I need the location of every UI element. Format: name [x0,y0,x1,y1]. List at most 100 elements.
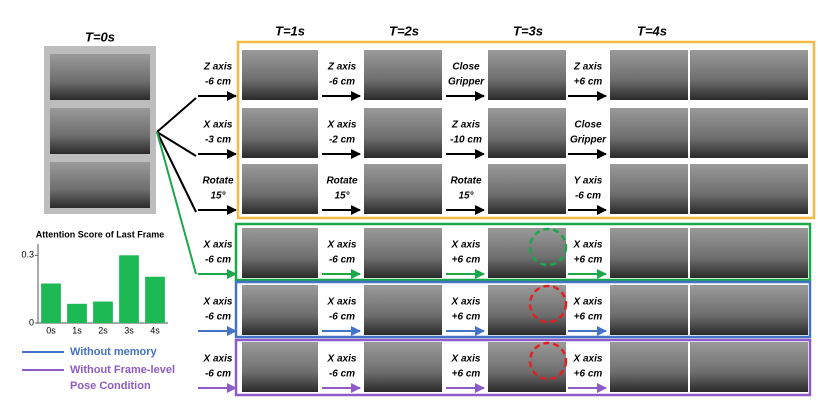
image [610,108,688,158]
image [364,228,442,278]
action-label: 15° [210,191,226,202]
image [364,342,442,392]
image [610,228,688,278]
action-label: X axis [327,120,357,131]
image [690,228,808,278]
action-label: Gripper [570,135,607,146]
box-blue [234,280,812,339]
action-label: -6 cm [329,255,355,266]
image [610,50,688,100]
action-label: Z axis [203,62,233,73]
action-label: Rotate [202,176,234,187]
x-tick-label: 3s [124,325,134,335]
image [242,108,318,158]
action-label: Close [452,62,480,73]
arrow [156,131,197,213]
image [488,50,566,100]
action-label: X axis [203,120,233,131]
action-label: -6 cm [329,77,355,88]
action-label: X axis [203,354,233,365]
box-yellow [236,40,816,220]
action-label: -2 cm [329,135,355,146]
image [690,50,808,100]
action-label: X axis [327,354,357,365]
image [610,285,688,335]
y-tick-label: 0.3 [21,250,34,260]
bar [41,283,61,323]
action-label: +6 cm [452,255,481,266]
action-label: X axis [451,297,481,308]
legend-label: Without Frame-level [70,364,175,376]
image [488,164,566,214]
box-green [234,222,812,282]
action-label: -6 cm [575,191,601,202]
action-label: -10 cm [450,135,482,146]
image [488,342,566,392]
action-label: -6 cm [205,255,231,266]
action-label: -3 cm [205,135,231,146]
action-label: X axis [451,240,481,251]
action-label: X axis [573,297,603,308]
image [488,108,566,158]
x-tick-label: 0s [46,325,56,335]
action-label: +6 cm [452,369,481,380]
bar [145,276,165,323]
action-label: Y axis [574,176,603,187]
legend-label: Without memory [70,346,158,358]
image [690,164,808,214]
image [364,50,442,100]
highlight-circle [528,341,568,381]
action-label: Z axis [327,62,357,73]
action-label: +6 cm [574,255,603,266]
image [690,285,808,335]
image [242,342,318,392]
image [242,164,318,214]
image [488,285,566,335]
action-label: X axis [327,297,357,308]
time-header: T=2s [389,23,419,38]
action-label: X axis [451,354,481,365]
arrow [156,97,197,133]
x-tick-label: 2s [98,325,108,335]
image [364,108,442,158]
image [488,228,566,278]
image [690,342,808,392]
action-label: Close [574,120,602,131]
highlight-circle [528,284,568,324]
x-tick-label: 1s [72,325,82,335]
image [364,285,442,335]
action-label: +6 cm [574,77,603,88]
image [690,108,808,158]
highlight-circle [528,227,568,267]
time-header: T=3s [513,23,543,38]
action-label: X axis [327,240,357,251]
image [50,108,150,154]
chart-title: Attention Score of Last Frame [36,229,165,239]
action-label: Rotate [326,176,358,187]
action-label: 15° [334,191,350,202]
action-label: 15° [458,191,474,202]
image [50,54,150,100]
time-header: T=0s [85,29,115,44]
image [364,164,442,214]
time-header: T=4s [637,23,667,38]
bar [67,303,87,323]
action-label: +6 cm [452,312,481,323]
image [242,228,318,278]
action-label: X axis [573,240,603,251]
image [610,164,688,214]
time-header: T=1s [275,23,305,38]
legend-label: Pose Condition [70,380,151,392]
action-label: Gripper [448,77,485,88]
action-label: +6 cm [574,369,603,380]
action-label: -6 cm [329,369,355,380]
action-label: -6 cm [205,369,231,380]
bar [93,301,113,323]
action-label: -6 cm [205,312,231,323]
image [50,162,150,208]
action-label: -6 cm [205,77,231,88]
action-label: Z axis [451,120,481,131]
action-label: +6 cm [574,312,603,323]
box-purple [234,338,812,397]
